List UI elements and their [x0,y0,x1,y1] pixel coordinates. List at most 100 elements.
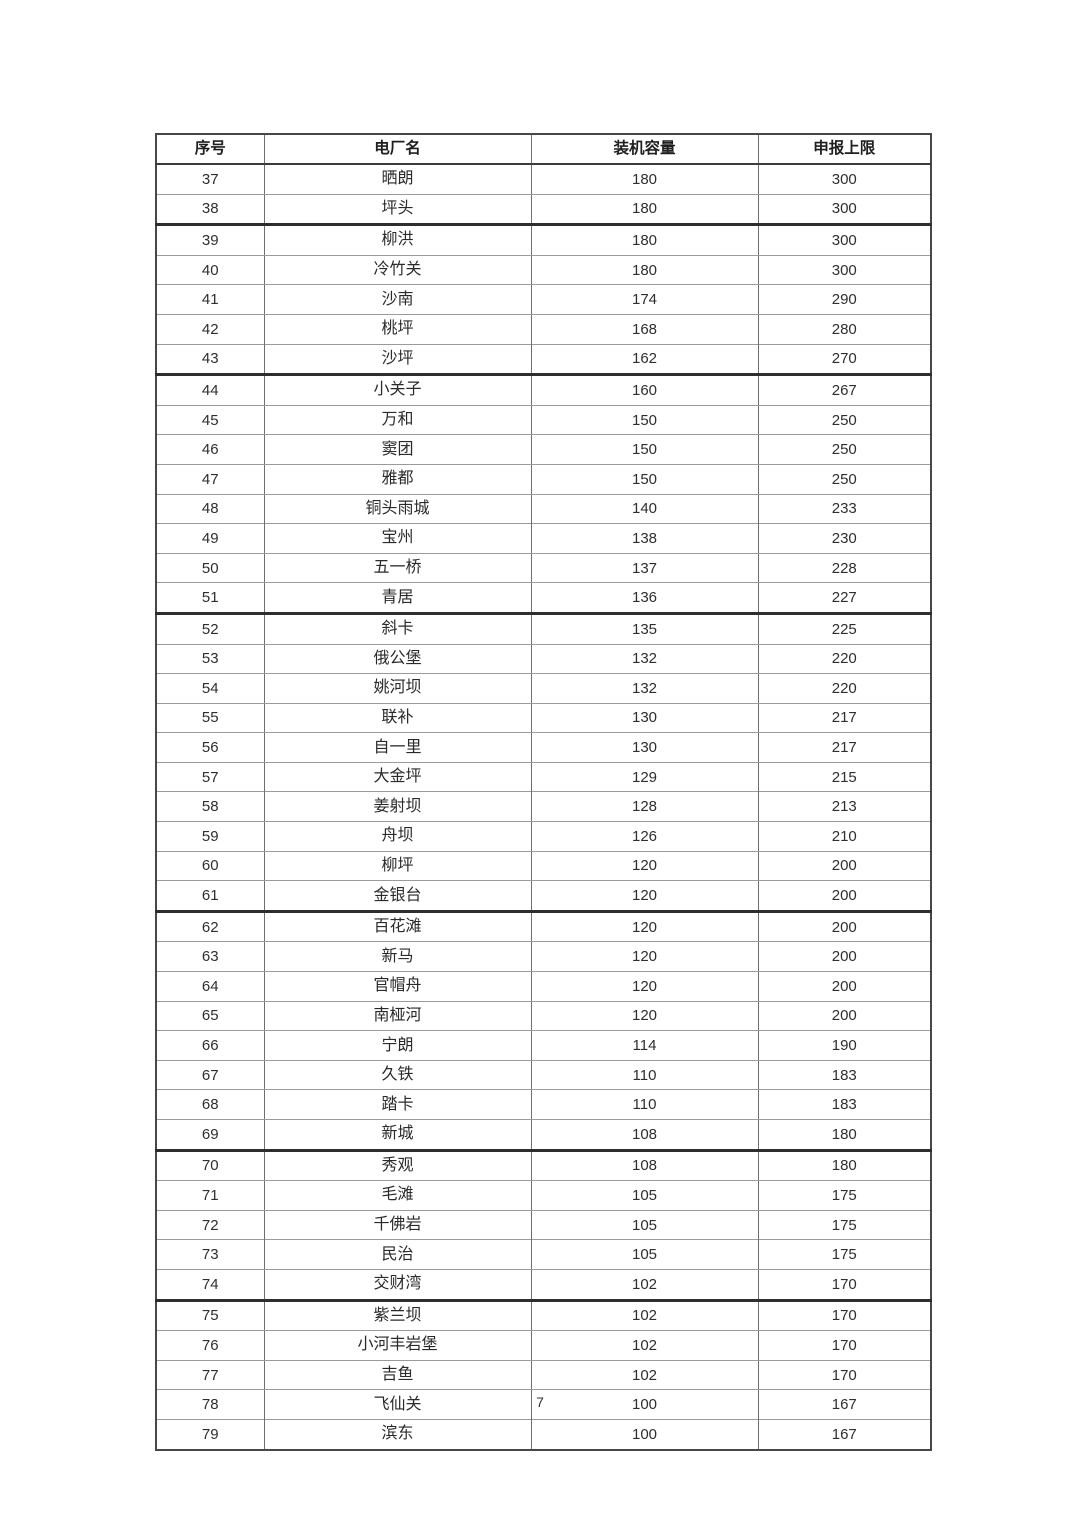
table-row: 45 万和 150 250 [155,404,932,436]
cell-plant-name: 小关子 [263,374,532,406]
table-row: 41 沙南 174 290 [155,284,932,315]
cell-declaration-limit: 250 [757,434,932,465]
table-row: 56 自一里 130 217 [155,732,932,763]
cell-installed-capacity: 120 [530,880,759,913]
cell-plant-name: 滨东 [263,1418,532,1451]
cell-installed-capacity: 150 [530,404,759,436]
table-row: 58 姜射坝 128 213 [155,791,932,823]
cell-installed-capacity: 108 [530,1149,759,1182]
cell-declaration-limit: 230 [757,523,932,554]
cell-declaration-limit: 220 [757,643,932,675]
cell-index: 40 [155,254,265,286]
cell-installed-capacity: 105 [530,1239,759,1270]
table-row: 76 小河丰岩堡 102 170 [155,1330,932,1361]
cell-index: 41 [155,284,265,315]
cell-index: 55 [155,702,265,734]
cell-plant-name: 飞仙关 [263,1389,532,1420]
cell-declaration-limit: 225 [757,612,932,645]
cell-plant-name: 交财湾 [263,1268,532,1302]
cell-declaration-limit: 300 [757,193,932,227]
cell-index: 37 [155,163,265,195]
cell-declaration-limit: 300 [757,163,932,195]
table-row: 38 坪头 180 300 [155,193,932,227]
cell-index: 48 [155,493,265,525]
cell-declaration-limit: 200 [757,910,932,943]
table-header-row: 序号 电厂名 装机容量 申报上限 [155,133,932,165]
table-row: 59 舟坝 126 210 [155,821,932,852]
cell-index: 72 [155,1209,265,1241]
cell-declaration-limit: 180 [757,1149,932,1182]
cell-index: 54 [155,673,265,704]
cell-installed-capacity: 105 [530,1209,759,1241]
cell-plant-name: 桃坪 [263,313,532,345]
cell-declaration-limit: 170 [757,1268,932,1302]
cell-plant-name: 新城 [263,1119,532,1152]
cell-installed-capacity: 120 [530,1000,759,1032]
cell-declaration-limit: 233 [757,493,932,525]
cell-installed-capacity: 136 [530,582,759,615]
cell-declaration-limit: 167 [757,1418,932,1451]
col-header-installed-capacity: 装机容量 [530,133,759,165]
cell-plant-name: 联补 [263,702,532,734]
col-header-plant-name: 电厂名 [263,133,532,165]
table-row: 65 南桠河 120 200 [155,1000,932,1032]
cell-declaration-limit: 210 [757,821,932,852]
cell-installed-capacity: 162 [530,343,759,377]
cell-index: 73 [155,1239,265,1270]
cell-installed-capacity: 120 [530,850,759,882]
cell-index: 76 [155,1330,265,1361]
cell-plant-name: 民治 [263,1239,532,1270]
cell-declaration-limit: 180 [757,1119,932,1152]
cell-declaration-limit: 200 [757,971,932,1002]
cell-installed-capacity: 168 [530,313,759,345]
cell-plant-name: 冷竹关 [263,254,532,286]
cell-plant-name: 姚河坝 [263,673,532,704]
cell-plant-name: 自一里 [263,732,532,763]
cell-index: 56 [155,732,265,763]
cell-declaration-limit: 217 [757,732,932,763]
cell-index: 78 [155,1389,265,1420]
cell-installed-capacity: 129 [530,761,759,793]
cell-installed-capacity: 105 [530,1180,759,1211]
cell-plant-name: 小河丰岩堡 [263,1330,532,1361]
table-row: 43 沙坪 162 270 [155,343,932,377]
table-row: 44 小关子 160 267 [155,374,932,406]
cell-declaration-limit: 190 [757,1030,932,1061]
table-row: 51 青居 136 227 [155,582,932,615]
cell-plant-name: 柳坪 [263,850,532,882]
cell-index: 39 [155,224,265,256]
cell-index: 69 [155,1119,265,1152]
cell-installed-capacity: 102 [530,1268,759,1302]
table-row: 48 铜头雨城 140 233 [155,493,932,525]
cell-index: 75 [155,1299,265,1332]
cell-plant-name: 窦团 [263,434,532,465]
cell-index: 44 [155,374,265,406]
cell-index: 67 [155,1059,265,1091]
cell-installed-capacity: 110 [530,1059,759,1091]
cell-declaration-limit: 200 [757,850,932,882]
cell-declaration-limit: 217 [757,702,932,734]
cell-plant-name: 久铁 [263,1059,532,1091]
page-number: 7 [536,1394,544,1410]
cell-declaration-limit: 170 [757,1330,932,1361]
cell-index: 66 [155,1030,265,1061]
table-row: 37 晒朗 180 300 [155,163,932,195]
cell-plant-name: 金银台 [263,880,532,913]
table-row: 73 民治 105 175 [155,1239,932,1270]
cell-installed-capacity: 132 [530,643,759,675]
cell-plant-name: 万和 [263,404,532,436]
cell-plant-name: 踏卡 [263,1089,532,1120]
cell-declaration-limit: 228 [757,552,932,584]
cell-installed-capacity: 100 [530,1418,759,1451]
cell-plant-name: 沙坪 [263,343,532,377]
cell-index: 52 [155,612,265,645]
cell-index: 64 [155,971,265,1002]
cell-index: 65 [155,1000,265,1032]
cell-plant-name: 吉鱼 [263,1359,532,1391]
cell-declaration-limit: 300 [757,254,932,286]
table-row: 67 久铁 110 183 [155,1059,932,1091]
cell-installed-capacity: 120 [530,941,759,973]
cell-declaration-limit: 280 [757,313,932,345]
cell-index: 68 [155,1089,265,1120]
cell-plant-name: 五一桥 [263,552,532,584]
